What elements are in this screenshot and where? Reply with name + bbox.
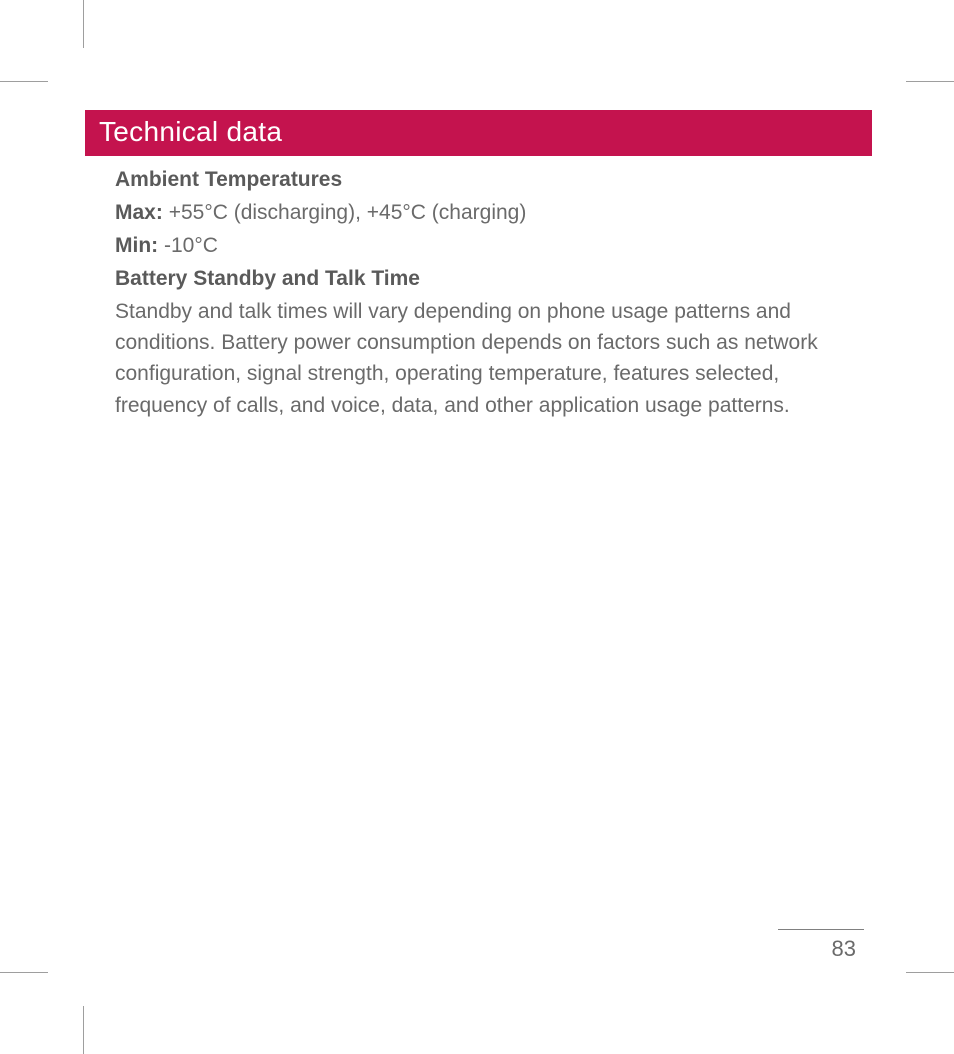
page-content: Technical data Ambient Temperatures Max:… bbox=[115, 110, 864, 423]
min-label: Min: bbox=[115, 234, 158, 257]
ambient-temperatures-title: Ambient Temperatures bbox=[115, 168, 342, 191]
battery-section-text: Standby and talk times will vary dependi… bbox=[115, 296, 864, 420]
crop-mark bbox=[906, 81, 954, 82]
battery-section-title: Battery Standby and Talk Time bbox=[115, 267, 420, 290]
crop-mark bbox=[906, 972, 954, 973]
crop-mark bbox=[83, 1006, 84, 1054]
max-value: +55°C (discharging), +45°C (charging) bbox=[169, 201, 527, 224]
section-heading-bar: Technical data bbox=[85, 110, 872, 156]
crop-mark bbox=[0, 972, 48, 973]
max-label: Max: bbox=[115, 201, 163, 224]
crop-mark bbox=[0, 81, 48, 82]
crop-mark bbox=[83, 0, 84, 48]
min-value: -10°C bbox=[164, 234, 218, 257]
page-number-rule bbox=[778, 929, 864, 930]
body-text: Ambient Temperatures Max: +55°C (dischar… bbox=[115, 164, 864, 421]
page-number-block: 83 bbox=[778, 929, 864, 962]
page-number: 83 bbox=[778, 936, 864, 962]
